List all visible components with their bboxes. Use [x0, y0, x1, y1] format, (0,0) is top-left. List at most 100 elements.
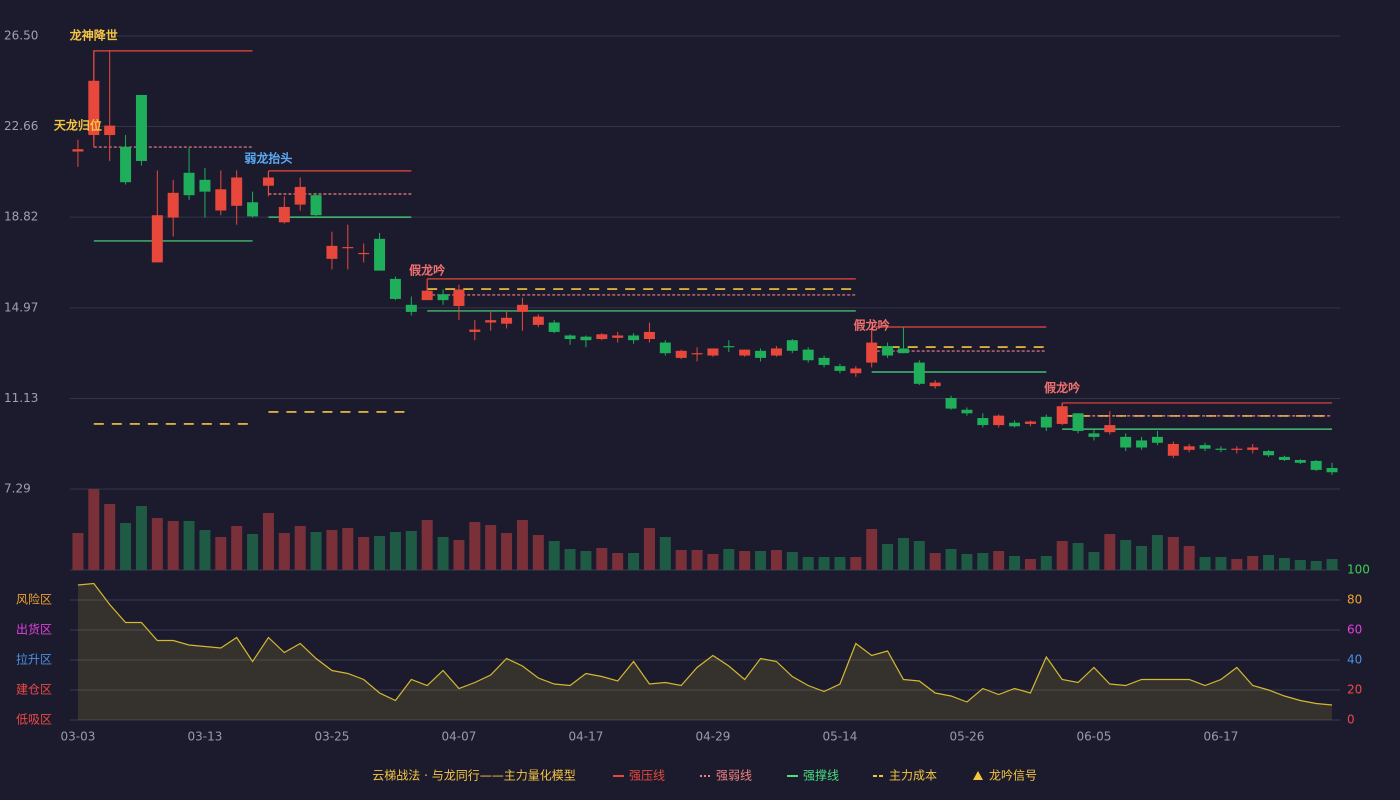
- candle-body: [628, 335, 640, 341]
- y2-tick-label: 100: [1347, 563, 1370, 577]
- volume-bar: [1024, 559, 1036, 570]
- volume-bar: [183, 521, 195, 570]
- volume-bar: [834, 557, 846, 570]
- volume-bar: [374, 536, 386, 570]
- x-tick-label: 03-03: [61, 730, 96, 744]
- volume-bar: [818, 557, 830, 570]
- volume-bar: [151, 518, 163, 570]
- candle-body: [1247, 447, 1259, 450]
- candle-body: [1151, 436, 1163, 443]
- volume-bar: [1310, 561, 1322, 570]
- candle-body: [1104, 425, 1116, 433]
- candle-body: [580, 336, 592, 341]
- legend-label: 龙吟信号: [989, 768, 1037, 783]
- candle-body: [1183, 446, 1195, 450]
- volume-bar: [1136, 546, 1148, 570]
- candle-body: [326, 245, 338, 259]
- volume-bar: [1056, 541, 1068, 570]
- candle-body: [659, 342, 671, 354]
- y2-tick-label: 60: [1347, 623, 1362, 637]
- signal-label: 龙神降世: [70, 28, 118, 43]
- volume-bar: [1104, 534, 1116, 570]
- legend-label: 主力成本: [889, 769, 937, 783]
- volume-bar: [342, 528, 354, 570]
- y-tick-label: 22.66: [4, 119, 38, 133]
- candle-body: [88, 80, 100, 136]
- candle-body: [1278, 456, 1290, 460]
- volume-bar: [882, 544, 894, 570]
- candle-body: [1120, 436, 1132, 448]
- volume-bar: [405, 531, 417, 570]
- candle-body: [755, 350, 767, 358]
- volume-bar: [707, 554, 719, 570]
- candle-body: [929, 382, 941, 387]
- volume-bar: [485, 525, 497, 570]
- indicator-area: [77, 583, 1333, 720]
- volume-bar: [897, 538, 909, 570]
- volume-bar: [643, 528, 655, 570]
- candle-body: [294, 186, 306, 205]
- candle-body: [247, 202, 259, 217]
- volume-bar: [532, 535, 544, 570]
- volume-bar: [516, 520, 528, 570]
- candle-body: [516, 304, 528, 312]
- volume-bar: [1183, 546, 1195, 570]
- candle-body: [1294, 459, 1306, 463]
- candle-body: [1072, 413, 1084, 431]
- x-tick-label: 06-05: [1077, 730, 1112, 744]
- candle-body: [1199, 445, 1211, 449]
- volume-bar: [1278, 558, 1290, 570]
- candle-body: [72, 149, 84, 152]
- x-tick-label: 05-14: [823, 730, 858, 744]
- candle-body: [199, 179, 211, 192]
- candle-body: [1040, 416, 1052, 428]
- x-tick-label: 04-29: [696, 730, 731, 744]
- zone-label: 出货区: [16, 622, 52, 637]
- candle-body: [1136, 440, 1148, 448]
- zone-label: 建仓区: [16, 683, 52, 697]
- volume-bar: [1231, 559, 1243, 570]
- y2-tick-label: 20: [1347, 683, 1362, 697]
- volume-bar: [659, 537, 671, 570]
- candle-body: [183, 172, 195, 196]
- volume-bar: [739, 551, 751, 570]
- candle-body: [405, 304, 417, 312]
- y-tick-label: 14.97: [4, 300, 38, 314]
- volume-bar: [389, 532, 401, 570]
- y2-tick-label: 80: [1347, 593, 1362, 607]
- volume-bar: [262, 513, 274, 570]
- candle-body: [1326, 468, 1338, 473]
- volume-bar: [612, 553, 624, 570]
- legend-title: 云梯战法 · 与龙同行——主力量化模型: [372, 769, 575, 783]
- x-tick-label: 05-26: [950, 730, 985, 744]
- volume-bar: [564, 549, 576, 570]
- candle-body: [215, 189, 227, 211]
- volume-bar: [580, 551, 592, 570]
- volume-bar: [278, 533, 290, 570]
- volume-bar: [945, 549, 957, 570]
- candle-body: [961, 409, 973, 414]
- candle-body: [707, 348, 719, 356]
- candle-body: [564, 335, 576, 340]
- volume-bar: [358, 537, 370, 570]
- volume-bar: [294, 526, 306, 570]
- candle-body: [501, 317, 513, 324]
- volume-bar: [770, 550, 782, 570]
- candle-body: [977, 418, 989, 426]
- legend-label: 强压线: [629, 769, 665, 783]
- candle-body: [1263, 451, 1275, 456]
- y-tick-label: 18.82: [4, 210, 38, 224]
- candle-body: [802, 349, 814, 361]
- candle-body: [358, 252, 370, 255]
- candle-body: [262, 177, 274, 186]
- volume-bar: [104, 504, 116, 570]
- candle-body: [437, 294, 449, 301]
- volume-bar: [135, 506, 147, 570]
- signal-label: 假龙吟: [1044, 380, 1080, 395]
- volume-bar: [913, 541, 925, 570]
- volume-bar: [215, 537, 227, 570]
- volume-bar: [1120, 540, 1132, 570]
- volume-bar: [469, 522, 481, 570]
